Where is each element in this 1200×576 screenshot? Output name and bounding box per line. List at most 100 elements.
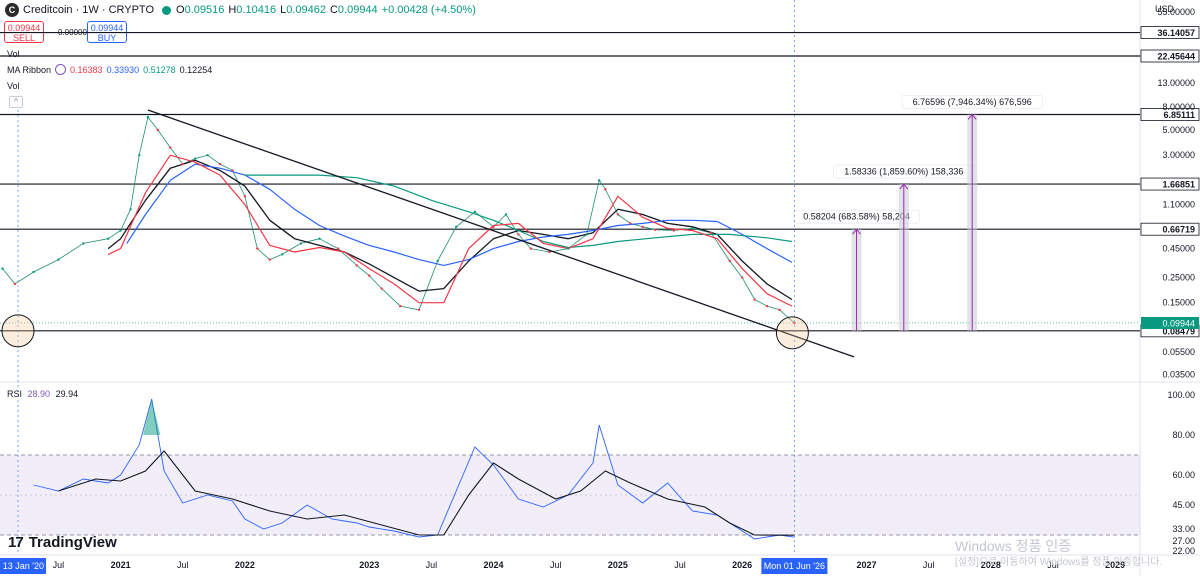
time-tick-label: Jul xyxy=(923,560,935,570)
ma-value-1: 0.16383 xyxy=(70,64,103,75)
measure-label-box xyxy=(793,209,920,224)
tradingview-logo[interactable]: 17 TradingView xyxy=(8,534,117,551)
price-tick-label: 1.10000 xyxy=(1162,200,1195,210)
price-tick-label: 55.00000 xyxy=(1157,7,1195,17)
ohlc-high-label: H xyxy=(228,4,237,16)
start-date-label: Mon 13 Jan '20 xyxy=(0,561,44,571)
price-point xyxy=(156,128,160,132)
price-point xyxy=(299,242,303,245)
price-point xyxy=(146,115,150,119)
highlight-circle-right xyxy=(775,316,809,350)
measure-arrow xyxy=(967,113,977,120)
sell-price: 0.09944 xyxy=(7,23,41,33)
ohlc-change: +0.00428 (+4.50%) xyxy=(381,4,476,16)
measure-label: 0.58204 (683.58%) 58,204 xyxy=(803,212,910,222)
start-date-box xyxy=(0,558,46,574)
currency-label[interactable]: USD xyxy=(1155,4,1175,14)
price-point xyxy=(765,304,769,308)
price-point xyxy=(13,282,17,286)
price-point xyxy=(504,213,508,216)
price-tick-label: 13.00000 xyxy=(1157,78,1195,88)
price-point xyxy=(517,233,520,236)
rsi-label: RSI xyxy=(7,389,23,399)
ohlc-low: 0.09462 xyxy=(286,4,326,16)
price-point xyxy=(82,242,85,245)
rsi-legend[interactable]: RSI 28.90 29.94 xyxy=(7,389,78,399)
time-tick-label: 2026 xyxy=(732,560,752,570)
rsi-band xyxy=(0,454,1140,536)
symbol-title: Creditcoin · 1W · CRYPTO xyxy=(23,4,155,16)
windows-activation-hint: [설정]으로 이동하여 Windows를 정품 인증합니다. xyxy=(955,557,1163,568)
rsi-value-1: 28.90 xyxy=(27,389,51,399)
price-point xyxy=(256,247,259,250)
measure-label: 6.76596 (7,946.34%) 676,596 xyxy=(913,97,1032,107)
settings-icon[interactable] xyxy=(55,64,67,75)
price-tick-label: 3.00000 xyxy=(1162,150,1195,160)
ohlc-open: 0.09516 xyxy=(184,4,225,16)
ma-blue-line xyxy=(126,163,793,266)
vol-label-2[interactable]: Vol xyxy=(7,81,20,91)
price-tick-label: 8.00000 xyxy=(1162,102,1195,112)
ma-value-2: 0.33930 xyxy=(106,64,140,75)
rsi-tick-label: 33.00 xyxy=(1172,524,1195,534)
ohlc-close: 0.09944 xyxy=(337,4,378,16)
ohlc-low-label: L xyxy=(280,4,287,16)
axes: 55.00000 13.00000 8.00000 5.00000 3.00000 1.1… xyxy=(0,7,1195,574)
price-point xyxy=(138,153,141,157)
price-point xyxy=(417,308,421,311)
horizontal-levels: 36.14057 22.45644 6.85111 1.66851 0.66719 0.0… xyxy=(0,26,1200,338)
tradingview-icon: 17 xyxy=(8,534,24,551)
price-point xyxy=(368,274,371,277)
crosshair xyxy=(17,0,795,555)
price-point xyxy=(548,250,551,254)
level-label: 36.14057 xyxy=(1157,28,1195,38)
price-point xyxy=(585,233,588,236)
price-point xyxy=(169,146,172,149)
time-tick-label: 2023 xyxy=(359,560,379,570)
ohlc-open-label: O xyxy=(176,4,185,16)
vol-label-1[interactable]: Vol xyxy=(7,49,20,59)
time-tick-label: 2022 xyxy=(235,560,255,570)
price-series xyxy=(1,109,855,358)
measure-arrow xyxy=(852,228,861,235)
price-point xyxy=(778,308,781,311)
ma-green-line xyxy=(244,174,792,249)
price-point xyxy=(653,228,657,231)
price-tick-label: 0.05500 xyxy=(1162,347,1195,357)
current-price-box xyxy=(1141,316,1199,329)
rsi-tick-label: 100.00 xyxy=(1167,390,1195,400)
price-point xyxy=(281,253,284,256)
time-tick-label: 2024 xyxy=(484,560,504,570)
ohlc-high: 0.10416 xyxy=(236,4,277,16)
cursor-date-label: Mon 01 Jun '26 xyxy=(764,561,825,571)
rsi-overbought-fill xyxy=(142,399,161,435)
price-point xyxy=(740,276,744,279)
time-tick-label: Jul xyxy=(426,560,438,570)
chart-legend: C Creditcoin · 1W · CRYPTO O 0.09516 H 0.1… xyxy=(0,0,1140,110)
level-label: 0.08479 xyxy=(1162,326,1195,336)
price-point xyxy=(57,258,60,261)
level-label-box xyxy=(1140,177,1200,191)
time-tick-label: Jul xyxy=(550,560,562,570)
rsi-tick-label: 60.00 xyxy=(1172,470,1195,480)
price-point xyxy=(566,247,570,250)
price-point xyxy=(529,247,533,250)
price-point xyxy=(436,259,439,263)
sell-label: SELL xyxy=(12,33,36,43)
price-point xyxy=(753,298,756,301)
trendline xyxy=(147,109,855,358)
rsi-value-2: 29.94 xyxy=(55,389,79,399)
level-label-box xyxy=(1140,222,1200,236)
symbol-title-row[interactable]: C Creditcoin · 1W · CRYPTO O 0.09516 H 0.1… xyxy=(5,3,480,17)
price-point xyxy=(616,213,620,216)
buy-label: BUY xyxy=(97,33,117,43)
rsi-ma-line xyxy=(58,450,795,536)
price-point xyxy=(119,229,122,232)
ma-ribbon-legend[interactable]: MA Ribbon 0.16383 0.33930 0.51278 0.1225… xyxy=(7,64,212,75)
ohlc-close-label: C xyxy=(329,4,338,16)
time-tick-label: Jul xyxy=(177,560,189,570)
collapse-legend-icon[interactable]: ^ xyxy=(9,96,23,108)
ma-red-line xyxy=(107,154,793,307)
